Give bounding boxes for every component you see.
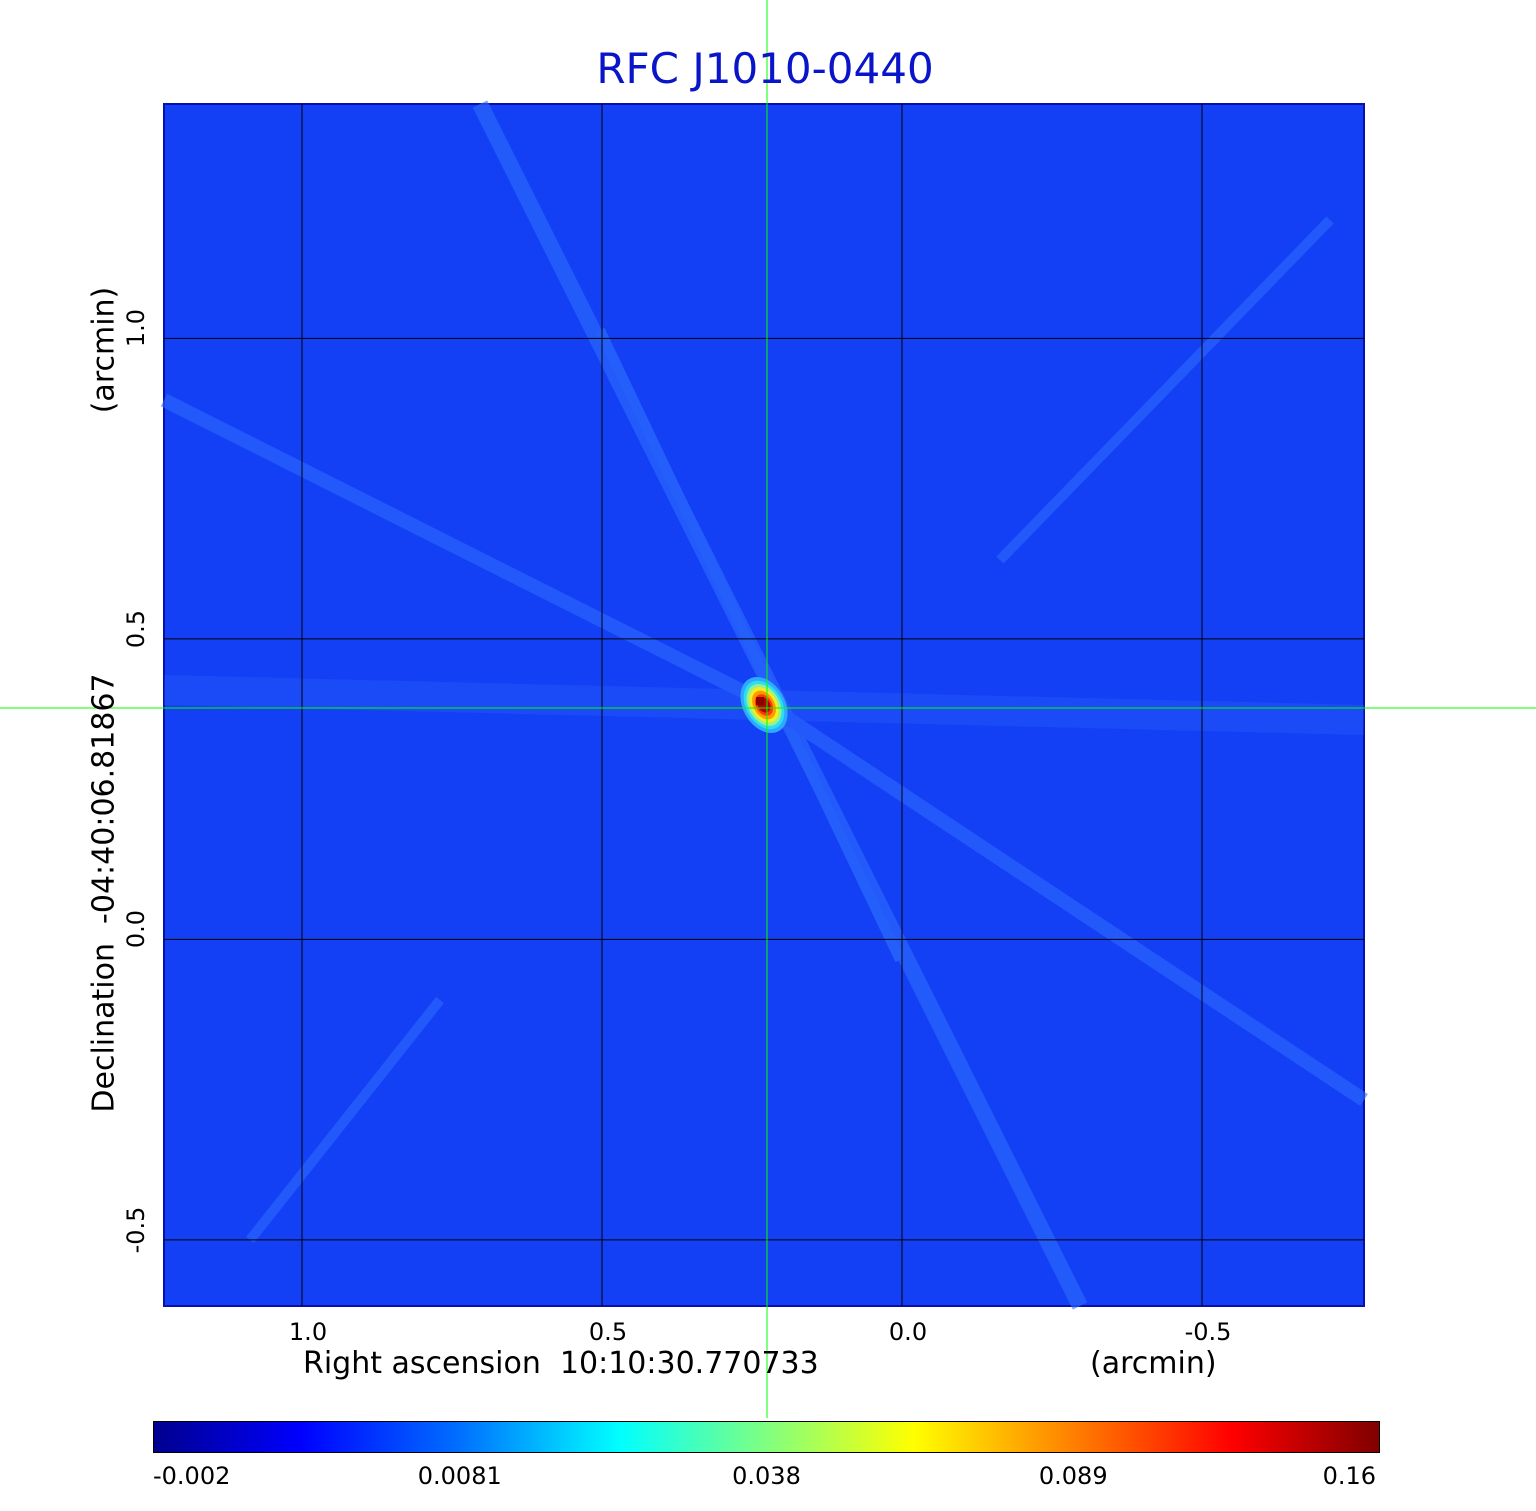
x-axis-unit: (arcmin)	[1090, 1346, 1217, 1381]
chart-title: RFC J1010-0440	[596, 44, 934, 93]
y-tick-label: 0.5	[122, 609, 150, 648]
x-tick-label: 0.0	[888, 1318, 928, 1346]
x-tick-label: 1.0	[288, 1318, 328, 1346]
y-tick-label: 0.0	[122, 910, 150, 949]
x-tick-label: -0.5	[1184, 1318, 1232, 1346]
colorbar-tick-label: 0.038	[732, 1462, 801, 1490]
source-peak-pixel	[756, 697, 764, 705]
x-tick-label: 0.5	[588, 1318, 628, 1346]
colorbar	[153, 1421, 1380, 1453]
image-plot	[0, 0, 1536, 1418]
colorbar-tick-label: 0.16	[1322, 1462, 1376, 1490]
y-axis-unit: (arcmin)	[86, 286, 122, 414]
colorbar-tick-label: -0.002	[153, 1462, 231, 1490]
crosshair	[0, 0, 1536, 1418]
x-axis-label: Right ascension 10:10:30.770733	[303, 1346, 819, 1381]
y-axis-label: Declination -04:40:06.81867	[86, 673, 122, 1113]
colorbar-tick-label: 0.0081	[417, 1462, 502, 1490]
coordinate-grid	[164, 104, 1364, 1306]
y-tick-label: 1.0	[122, 309, 150, 348]
radio-source	[740, 676, 788, 734]
y-tick-label: -0.5	[122, 1206, 150, 1254]
colorbar-tick-label: 0.089	[1038, 1462, 1108, 1490]
